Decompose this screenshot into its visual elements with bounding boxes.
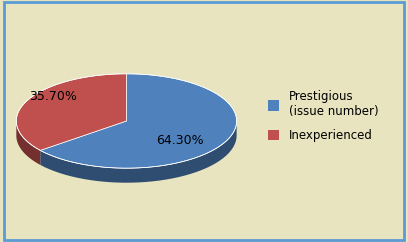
Text: 64.30%: 64.30% xyxy=(156,134,203,147)
Polygon shape xyxy=(16,74,126,150)
Legend: Prestigious
(issue number), Inexperienced: Prestigious (issue number), Inexperience… xyxy=(263,86,383,147)
Polygon shape xyxy=(40,74,237,168)
Polygon shape xyxy=(16,121,40,165)
Polygon shape xyxy=(40,121,237,183)
Text: 35.70%: 35.70% xyxy=(29,90,77,103)
